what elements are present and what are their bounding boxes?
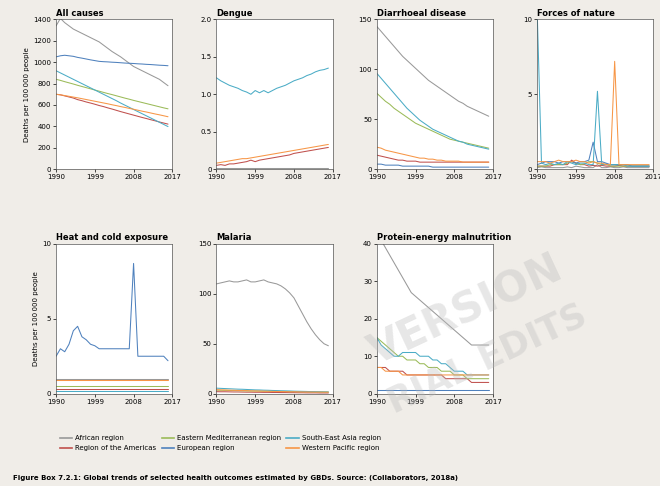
Text: Dengue: Dengue [216,9,253,18]
Legend: African region, Region of the Americas, Eastern Mediterranean region, European r: African region, Region of the Americas, … [59,435,381,451]
Text: Protein-energy malnutrition: Protein-energy malnutrition [377,233,511,243]
Text: All causes: All causes [56,9,104,18]
Text: Figure Box 7.2.1: Global trends of selected health outcomes estimated by GBDs. S: Figure Box 7.2.1: Global trends of selec… [13,475,458,481]
Y-axis label: Deaths per 100 000 people: Deaths per 100 000 people [34,272,40,366]
Text: Diarrhoeal disease: Diarrhoeal disease [377,9,466,18]
Text: VERSION: VERSION [363,247,570,374]
Text: RIAL EDITS: RIAL EDITS [383,298,593,420]
Y-axis label: Deaths per 100 000 people: Deaths per 100 000 people [24,47,30,141]
Text: Heat and cold exposure: Heat and cold exposure [56,233,168,243]
Text: Malaria: Malaria [216,233,252,243]
Text: Forces of nature: Forces of nature [537,9,615,18]
